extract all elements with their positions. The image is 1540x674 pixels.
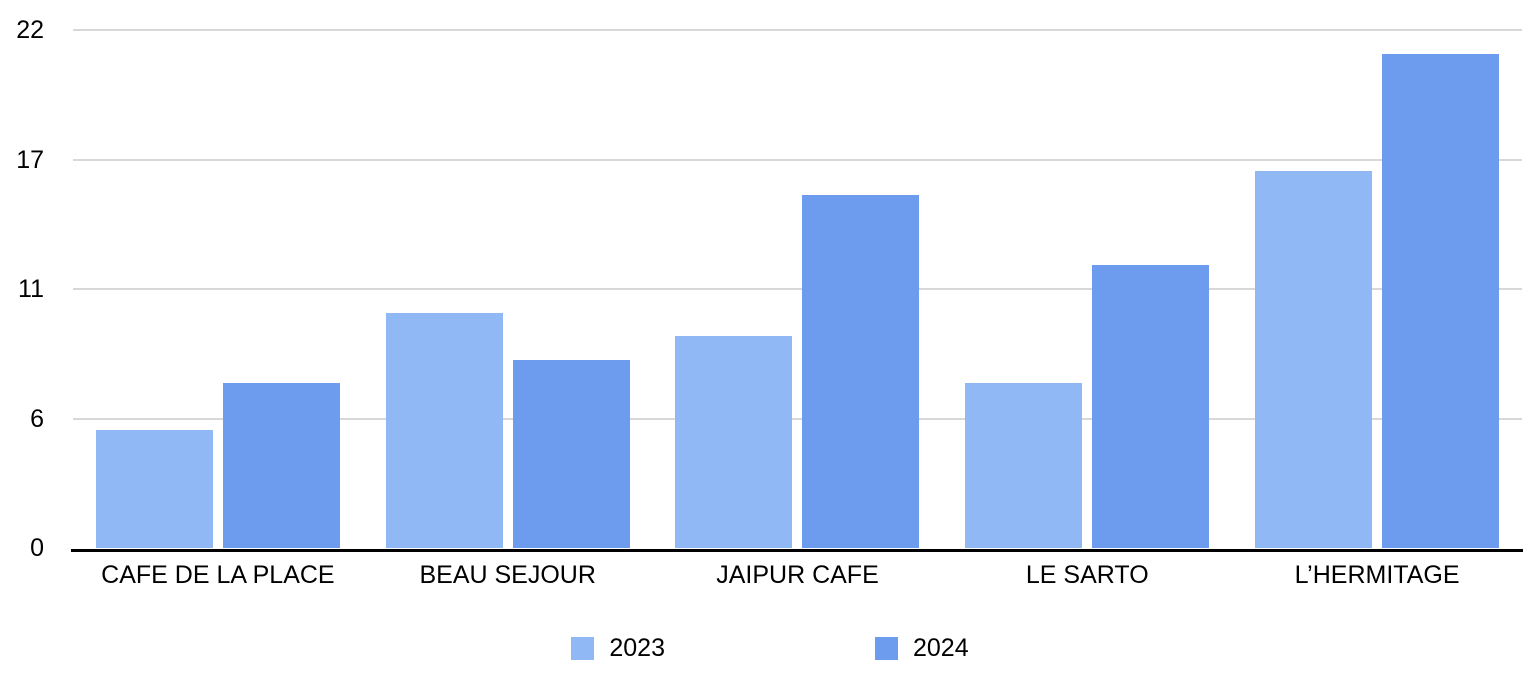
- x-axis-label-le-sarto: LE SARTO: [1025, 561, 1149, 589]
- x-axis-label-beau-sejour: BEAU SEJOUR: [419, 561, 596, 589]
- chart-legend: 2023 2024: [0, 634, 1540, 662]
- legend-label-2024: 2024: [913, 634, 969, 662]
- x-axis-labels: CAFE DE LA PLACE BEAU SEJOUR JAIPUR CAFE LE…: [73, 561, 1522, 589]
- x-axis-label-l-hermitage: L’HERMITAGE: [1294, 561, 1460, 589]
- bar-2023-jaipur-cafe: [675, 336, 793, 548]
- plot-area: [73, 29, 1522, 548]
- bar-group-jaipur-cafe: [653, 30, 943, 548]
- bar-2024-l-hermitage: [1382, 53, 1500, 548]
- bar-2024-le-sarto: [1092, 265, 1210, 548]
- x-axis-label-jaipur-cafe: JAIPUR CAFE: [716, 561, 879, 589]
- bar-2023-le-sarto: [965, 383, 1083, 548]
- bar-2024-beau-sejour: [512, 359, 630, 548]
- bar-2023-beau-sejour: [385, 312, 503, 548]
- bar-group-beau-sejour: [363, 30, 653, 548]
- bar-group-le-sarto: [942, 30, 1232, 548]
- y-axis-tick-label: 6: [30, 404, 44, 433]
- gridline: [73, 417, 1522, 420]
- y-axis-tick-label: 11: [18, 275, 44, 303]
- bar-groups: [73, 30, 1522, 548]
- legend-swatch-2023: [571, 636, 595, 660]
- bar-group-cafe-de-la-place: [73, 30, 363, 548]
- y-axis-tick-label: 17: [16, 145, 44, 174]
- y-axis-tick-label: 22: [16, 16, 44, 44]
- x-axis-line: [71, 549, 1523, 552]
- bar-2023-l-hermitage: [1255, 171, 1373, 548]
- gridline: [73, 288, 1522, 290]
- bar-group-l-hermitage: [1232, 30, 1522, 548]
- legend-item-2024: 2024: [875, 634, 969, 662]
- y-axis-labels: 22 17 11 6 0: [0, 0, 45, 674]
- bar-2024-jaipur-cafe: [802, 194, 920, 548]
- x-axis-label-cafe-de-la-place: CAFE DE LA PLACE: [101, 561, 335, 589]
- legend-swatch-2024: [875, 636, 898, 660]
- gridline: [73, 158, 1522, 161]
- gridline: [73, 29, 1522, 31]
- bar-2024-cafe-de-la-place: [222, 383, 340, 548]
- legend-label-2023: 2023: [609, 634, 665, 662]
- bar-2023-cafe-de-la-place: [95, 430, 213, 548]
- legend-item-2023: 2023: [571, 634, 665, 662]
- y-axis-tick-label: 0: [30, 534, 44, 562]
